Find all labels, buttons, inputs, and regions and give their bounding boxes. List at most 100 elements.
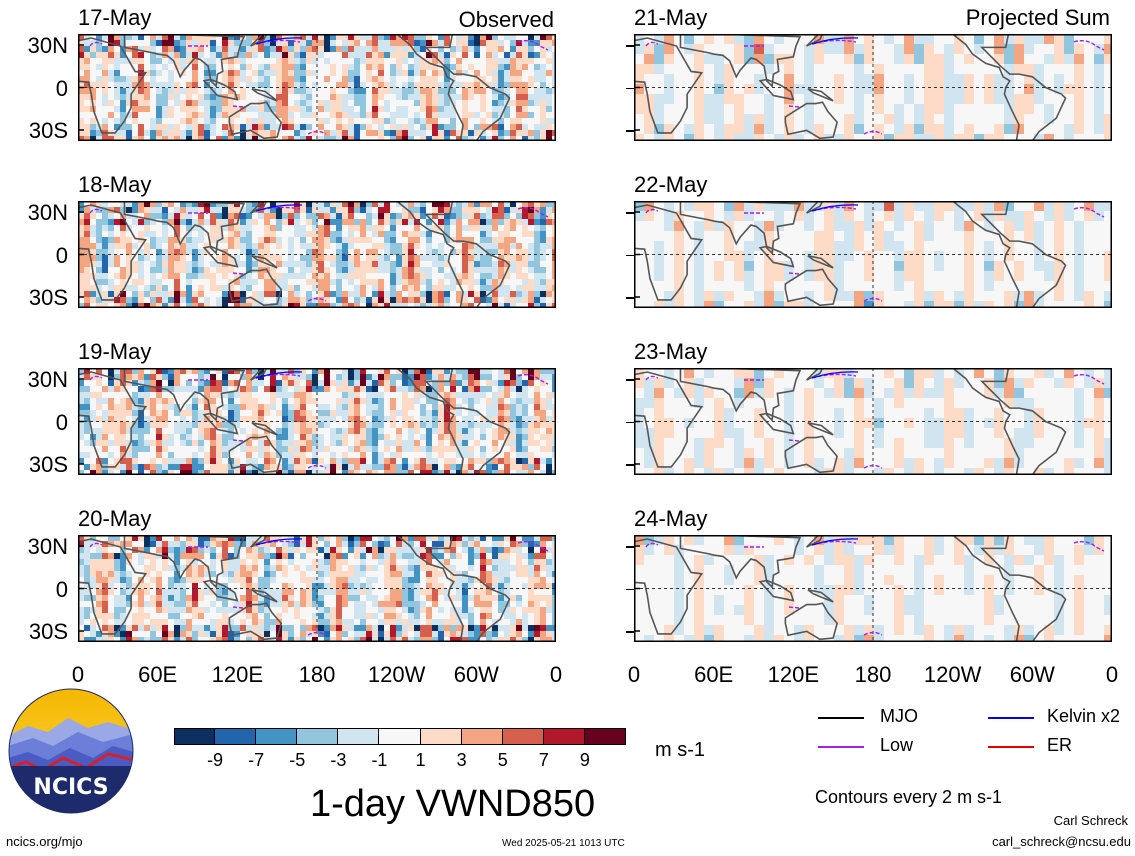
footer-email: carl_schreck@ncsu.edu	[992, 834, 1131, 849]
coastline	[758, 579, 795, 602]
coastline	[123, 535, 246, 589]
low-contour	[645, 373, 1105, 469]
coastline	[634, 37, 704, 134]
low-contour	[89, 39, 549, 135]
coastline	[123, 201, 246, 255]
footer-author: Carl Schreck	[1053, 813, 1128, 828]
projected-map-panel-2	[634, 201, 1112, 308]
coastline	[228, 435, 283, 474]
colorbar-segment	[297, 728, 339, 745]
kelvin-contour	[811, 204, 859, 212]
wind-anomaly-field	[634, 34, 1112, 141]
colorbar-segment	[420, 728, 462, 745]
observed-map-panel-4	[78, 535, 556, 642]
colorbar-label: -5	[289, 750, 306, 770]
y-tick-mark	[626, 87, 634, 89]
ncics-logo: NCICS	[8, 688, 134, 814]
coastline	[228, 268, 283, 307]
wind-anomaly-field	[634, 201, 1112, 308]
panel-date-right-4: 24-May	[634, 506, 708, 531]
coastline	[202, 245, 239, 268]
x-tick-label: 0	[549, 662, 563, 687]
colorbar-segment	[461, 728, 503, 745]
legend-label-kelvin: Kelvin x2	[1047, 706, 1121, 726]
coastline	[228, 101, 283, 140]
coastline	[784, 101, 839, 140]
coastline	[123, 368, 246, 422]
footer-timestamp: Wed 2025-05-21 1013 UTC	[502, 838, 625, 849]
logo-text: NCICS	[33, 775, 108, 800]
coastline	[758, 78, 795, 101]
coastline	[250, 368, 268, 381]
legend-line-er	[988, 746, 1034, 748]
panel-date-left-2: 18-May	[78, 172, 152, 197]
y-tick-label: 0	[55, 75, 68, 101]
coastline	[679, 201, 802, 255]
footer-url[interactable]: ncics.org/mjo	[6, 834, 83, 849]
legend-label-low: Low	[880, 735, 914, 755]
kelvin-contour	[811, 538, 859, 546]
y-tick-label: 0	[55, 576, 68, 602]
wind-anomaly-field	[634, 368, 1112, 475]
observed-map-panel-3	[78, 368, 556, 475]
legend-line-mjo	[818, 717, 864, 719]
coastline	[807, 422, 834, 436]
wind-anomaly-field	[634, 535, 1112, 642]
panel-date-left-1: 17-May	[78, 5, 152, 30]
projected-map-panel-3	[634, 368, 1112, 475]
observed-map-panel-1	[78, 34, 556, 141]
coastline	[395, 535, 511, 642]
colorbar-label: 9	[579, 750, 590, 770]
coastline	[251, 88, 278, 102]
coastline	[806, 535, 824, 548]
x-tick-label: 180	[854, 662, 892, 687]
coastline	[758, 245, 795, 268]
low-contour	[645, 540, 1105, 636]
y-tick-label: 30S	[28, 285, 68, 310]
x-tick-label: 120E	[211, 662, 264, 687]
colorbar-label: -1	[371, 750, 388, 770]
coastline	[951, 368, 1067, 475]
colorbar-label: -3	[330, 750, 347, 770]
y-tick-label: 30N	[27, 367, 68, 392]
y-tick-mark	[626, 45, 634, 47]
coastline	[634, 538, 704, 635]
colorbar-segment	[379, 728, 421, 745]
y-tick-mark	[626, 130, 634, 132]
x-tick-label: 120E	[767, 662, 820, 687]
wind-anomaly-field	[78, 535, 556, 642]
coastline	[395, 34, 511, 141]
coastline	[202, 78, 239, 101]
low-contour	[89, 540, 549, 636]
legend-line-kelvin	[988, 717, 1034, 719]
low-contour	[89, 373, 549, 469]
low-contour	[645, 39, 1105, 135]
kelvin-contour	[255, 538, 303, 546]
x-tick-label: 120W	[367, 662, 426, 687]
coastline	[634, 371, 704, 468]
coastline	[202, 412, 239, 435]
figure-title: 1-day VWND850	[310, 783, 596, 825]
y-tick-mark	[626, 631, 634, 633]
x-tick-label: 180	[298, 662, 336, 687]
coastline	[806, 34, 824, 47]
panel-date-right-2: 22-May	[634, 172, 708, 197]
coastline	[634, 204, 704, 301]
coastline	[784, 435, 839, 474]
colorbar-label: -7	[248, 750, 265, 770]
coastline	[250, 34, 268, 47]
kelvin-contour	[255, 371, 303, 379]
colorbar-segment	[543, 728, 585, 745]
panel-date-left-4: 20-May	[78, 506, 152, 531]
colorbar-label: 1	[415, 750, 426, 770]
coastline	[395, 201, 511, 308]
legend-label-er: ER	[1047, 735, 1073, 755]
y-tick-mark	[626, 379, 634, 381]
coastline	[679, 34, 802, 88]
coastline	[395, 368, 511, 475]
y-tick-label: 0	[55, 242, 68, 268]
y-tick-label: 30S	[28, 452, 68, 477]
x-tick-label: 0	[71, 662, 85, 687]
y-tick-mark	[626, 546, 634, 548]
y-tick-label: 30N	[27, 33, 68, 58]
